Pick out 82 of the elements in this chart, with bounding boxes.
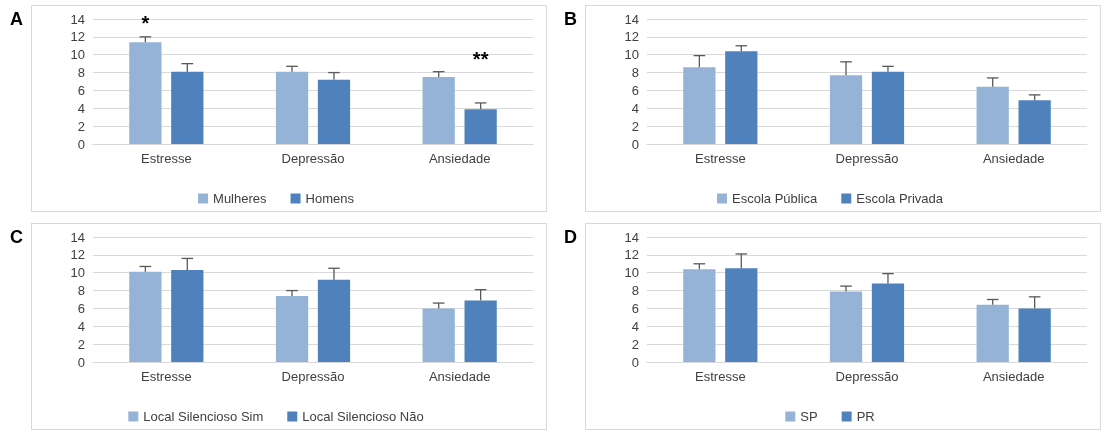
chart-title: B bbox=[564, 9, 577, 29]
annotation: ** bbox=[472, 47, 489, 70]
bar bbox=[1018, 100, 1051, 144]
bar bbox=[275, 71, 309, 144]
x-tick-label: Depressão bbox=[281, 369, 345, 384]
y-tick-label: 6 bbox=[77, 82, 85, 98]
bar bbox=[829, 75, 863, 144]
bar bbox=[871, 283, 905, 362]
y-tick-label: 6 bbox=[631, 300, 639, 316]
bar bbox=[1018, 308, 1051, 362]
x-tick-label: Estresse bbox=[141, 369, 192, 384]
x-tick-label: Ansiedade bbox=[982, 151, 1045, 166]
y-tick-label: 6 bbox=[77, 300, 85, 316]
chart-title: C bbox=[10, 227, 23, 247]
bar bbox=[275, 295, 309, 362]
bar bbox=[976, 304, 1009, 362]
bar bbox=[317, 79, 351, 144]
bar bbox=[422, 77, 455, 144]
y-tick-label: 10 bbox=[70, 265, 85, 281]
bar bbox=[683, 67, 716, 144]
x-tick-label: Ansiedade bbox=[428, 151, 491, 166]
y-tick-label: 12 bbox=[624, 247, 639, 263]
bar bbox=[464, 300, 497, 362]
x-tick-label: Depressão bbox=[281, 151, 345, 166]
chart-title: A bbox=[10, 9, 23, 29]
bar bbox=[464, 109, 497, 144]
y-tick-label: 12 bbox=[624, 29, 639, 45]
legend-label: Escola Privada bbox=[856, 191, 944, 206]
y-tick-label: 14 bbox=[624, 229, 639, 245]
legend-label: Escola Pública bbox=[732, 191, 819, 206]
bar bbox=[422, 308, 455, 362]
y-tick-label: 0 bbox=[631, 354, 639, 370]
bar bbox=[171, 71, 204, 144]
y-tick-label: 2 bbox=[631, 336, 639, 352]
y-tick-label: 2 bbox=[77, 336, 85, 352]
y-tick-label: 10 bbox=[70, 47, 85, 63]
y-tick-label: 10 bbox=[624, 265, 639, 281]
y-tick-label: 8 bbox=[631, 283, 639, 299]
y-tick-label: 2 bbox=[631, 118, 639, 134]
bar bbox=[317, 279, 351, 362]
y-tick-label: 8 bbox=[77, 283, 85, 299]
y-tick-label: 6 bbox=[631, 82, 639, 98]
legend-label: SP bbox=[800, 409, 818, 424]
bar bbox=[171, 270, 204, 362]
x-tick-label: Estresse bbox=[695, 151, 746, 166]
bar bbox=[725, 51, 758, 144]
bar bbox=[871, 71, 905, 144]
y-tick-label: 0 bbox=[631, 136, 639, 152]
y-tick-label: 8 bbox=[631, 65, 639, 81]
chart-title: D bbox=[564, 227, 577, 247]
x-tick-label: Depressão bbox=[835, 151, 899, 166]
y-tick-label: 0 bbox=[77, 136, 85, 152]
x-tick-label: Ansiedade bbox=[982, 369, 1045, 384]
bar bbox=[725, 268, 758, 362]
y-tick-label: 12 bbox=[70, 29, 85, 45]
y-tick-label: 14 bbox=[70, 229, 85, 245]
y-tick-label: 2 bbox=[77, 118, 85, 134]
annotation: * bbox=[141, 11, 150, 34]
legend-label: Local Silencioso Sim bbox=[143, 409, 264, 424]
legend-label: Homens bbox=[305, 191, 355, 206]
legend-label: Local Silencioso Não bbox=[302, 409, 424, 424]
y-tick-label: 4 bbox=[631, 100, 639, 116]
x-tick-label: Estresse bbox=[695, 369, 746, 384]
y-tick-label: 0 bbox=[77, 354, 85, 370]
x-tick-label: Depressão bbox=[835, 369, 899, 384]
bar bbox=[129, 42, 162, 144]
y-tick-label: 4 bbox=[77, 318, 85, 334]
bar bbox=[829, 291, 863, 362]
y-tick-label: 12 bbox=[70, 247, 85, 263]
bar bbox=[683, 269, 716, 362]
bar bbox=[129, 271, 162, 362]
y-tick-label: 14 bbox=[70, 11, 85, 27]
y-tick-label: 8 bbox=[77, 65, 85, 81]
bar bbox=[976, 86, 1009, 144]
legend-label: PR bbox=[856, 409, 875, 424]
x-tick-label: Ansiedade bbox=[428, 369, 491, 384]
legend-label: Mulheres bbox=[213, 191, 268, 206]
y-tick-label: 14 bbox=[624, 11, 639, 27]
x-tick-label: Estresse bbox=[141, 151, 192, 166]
y-tick-label: 10 bbox=[624, 47, 639, 63]
y-tick-label: 4 bbox=[77, 100, 85, 116]
y-tick-label: 4 bbox=[631, 318, 639, 334]
